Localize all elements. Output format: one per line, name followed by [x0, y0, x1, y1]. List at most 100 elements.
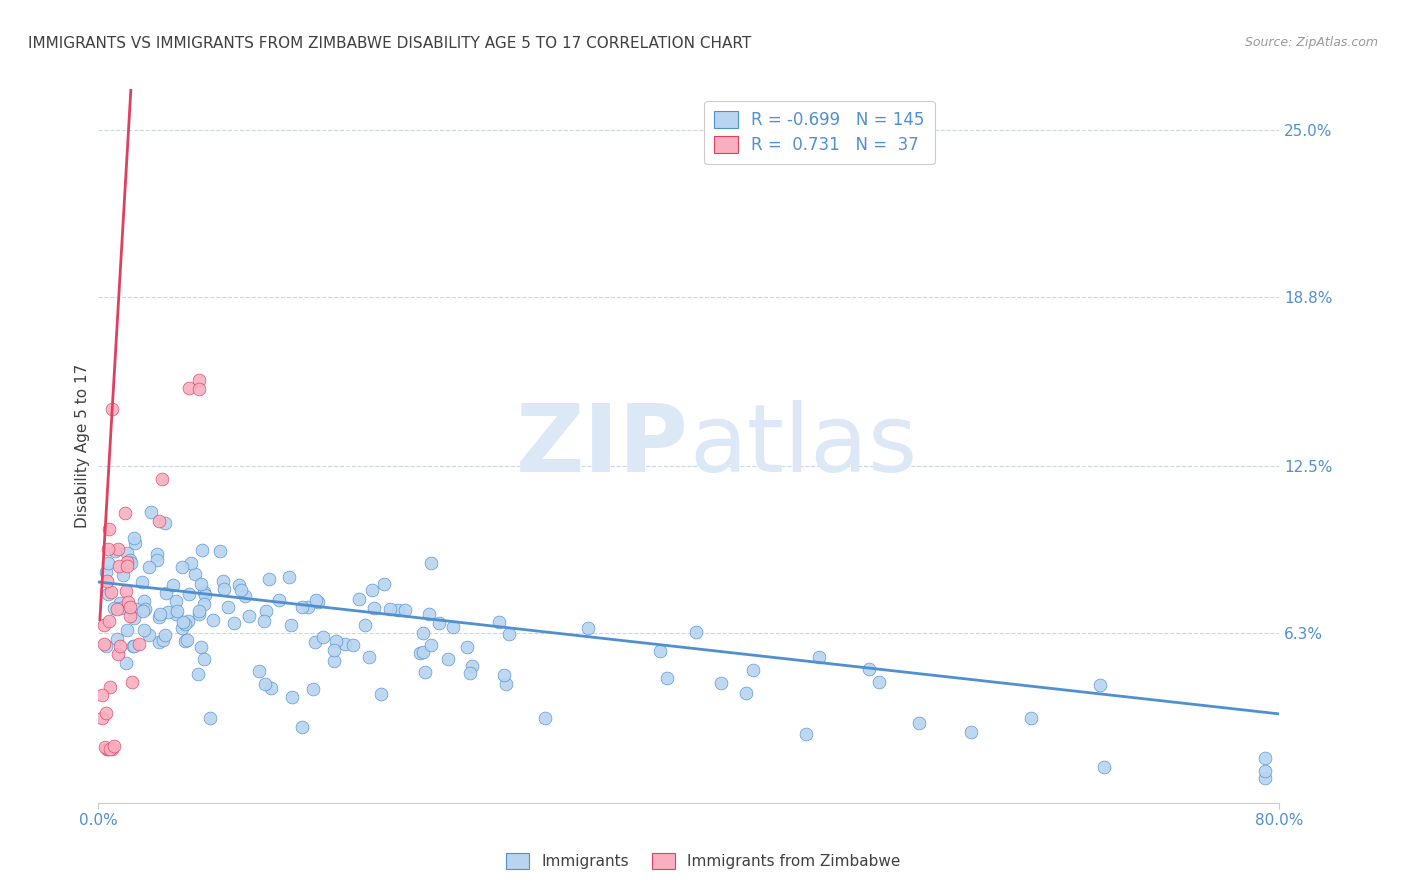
Point	[112, 567, 135, 582]
Point	[959, 725, 981, 739]
Point	[93, 618, 115, 632]
Point	[132, 604, 155, 618]
Point	[794, 727, 817, 741]
Point	[132, 594, 155, 608]
Point	[461, 659, 484, 673]
Point	[280, 618, 302, 632]
Point	[132, 623, 155, 637]
Point	[177, 614, 200, 628]
Point	[121, 674, 143, 689]
Point	[349, 591, 371, 606]
Point	[179, 381, 201, 395]
Point	[373, 577, 395, 591]
Point	[96, 574, 118, 589]
Point	[437, 652, 460, 666]
Point	[190, 577, 212, 591]
Point	[323, 643, 346, 657]
Point	[247, 664, 270, 678]
Point	[165, 594, 187, 608]
Point	[198, 711, 221, 725]
Text: ZIP: ZIP	[516, 400, 689, 492]
Point	[101, 402, 124, 417]
Point	[187, 604, 209, 618]
Point	[114, 584, 136, 599]
Point	[413, 665, 436, 679]
Point	[229, 583, 252, 598]
Point	[1254, 764, 1277, 778]
Point	[94, 706, 117, 721]
Point	[108, 639, 131, 653]
Point	[125, 602, 148, 616]
Point	[115, 558, 138, 573]
Point	[148, 610, 170, 624]
Point	[110, 601, 132, 615]
Point	[139, 505, 162, 519]
Point	[742, 663, 765, 677]
Point	[363, 601, 385, 615]
Point	[281, 690, 304, 704]
Point	[322, 654, 344, 668]
Y-axis label: Disability Age 5 to 17: Disability Age 5 to 17	[75, 364, 90, 528]
Point	[174, 617, 197, 632]
Point	[488, 615, 510, 629]
Point	[98, 522, 121, 536]
Point	[138, 560, 160, 574]
Point	[305, 592, 328, 607]
Point	[165, 607, 187, 622]
Point	[228, 578, 250, 592]
Point	[418, 607, 440, 621]
Point	[120, 556, 142, 570]
Point	[98, 614, 121, 628]
Point	[238, 608, 260, 623]
Point	[170, 622, 193, 636]
Point	[122, 640, 145, 654]
Point	[98, 680, 121, 694]
Point	[184, 566, 207, 581]
Point	[153, 627, 176, 641]
Point	[98, 742, 121, 756]
Point	[138, 628, 160, 642]
Point	[380, 601, 402, 615]
Point	[103, 739, 125, 754]
Point	[134, 602, 156, 616]
Point	[187, 373, 209, 387]
Point	[149, 607, 172, 621]
Point	[122, 610, 145, 624]
Point	[97, 542, 120, 557]
Point	[97, 556, 120, 570]
Point	[685, 625, 707, 640]
Point	[498, 627, 520, 641]
Point	[115, 555, 138, 569]
Point	[108, 596, 131, 610]
Point	[1092, 760, 1115, 774]
Point	[94, 640, 117, 654]
Point	[1088, 678, 1111, 692]
Text: IMMIGRANTS VS IMMIGRANTS FROM ZIMBABWE DISABILITY AGE 5 TO 17 CORRELATION CHART: IMMIGRANTS VS IMMIGRANTS FROM ZIMBABWE D…	[28, 36, 751, 51]
Point	[96, 742, 118, 756]
Point	[124, 536, 146, 550]
Point	[170, 560, 193, 574]
Point	[357, 650, 380, 665]
Point	[370, 687, 392, 701]
Point	[177, 587, 200, 601]
Point	[146, 553, 169, 567]
Point	[118, 553, 141, 567]
Point	[408, 646, 430, 660]
Point	[115, 546, 138, 560]
Point	[233, 589, 256, 603]
Point	[495, 677, 517, 691]
Point	[190, 640, 212, 654]
Point	[291, 720, 314, 734]
Point	[427, 615, 450, 630]
Point	[118, 600, 141, 615]
Point	[257, 572, 280, 586]
Point	[176, 632, 198, 647]
Point	[94, 740, 117, 755]
Text: Source: ZipAtlas.com: Source: ZipAtlas.com	[1244, 36, 1378, 49]
Point	[419, 556, 441, 570]
Point	[131, 574, 153, 589]
Point	[97, 587, 120, 601]
Point	[193, 585, 215, 599]
Point	[97, 742, 120, 756]
Legend: R = -0.699   N = 145, R =  0.731   N =  37: R = -0.699 N = 145, R = 0.731 N = 37	[704, 101, 935, 164]
